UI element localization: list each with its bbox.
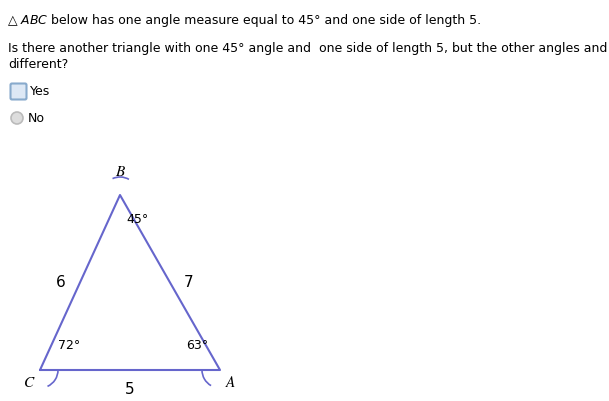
Text: C: C xyxy=(24,376,34,390)
Text: different?: different? xyxy=(8,58,68,71)
Text: 6: 6 xyxy=(56,275,66,290)
Text: 5: 5 xyxy=(125,382,135,397)
Text: below has one angle measure equal to 45° and one side of length 5.: below has one angle measure equal to 45°… xyxy=(51,14,481,27)
Text: A: A xyxy=(226,376,235,390)
Text: 72°: 72° xyxy=(58,339,80,352)
Text: 45°: 45° xyxy=(126,213,148,226)
Text: Is there another triangle with one 45° angle and  one side of length 5, but the : Is there another triangle with one 45° a… xyxy=(8,42,609,55)
Circle shape xyxy=(11,112,23,124)
Text: No: No xyxy=(28,111,45,124)
Text: Yes: Yes xyxy=(30,85,51,98)
Text: △: △ xyxy=(8,14,18,27)
Text: 7: 7 xyxy=(184,275,194,290)
Text: 63°: 63° xyxy=(186,339,208,352)
Text: $ABC$: $ABC$ xyxy=(20,14,49,27)
FancyBboxPatch shape xyxy=(10,83,27,99)
Text: B: B xyxy=(115,165,125,179)
